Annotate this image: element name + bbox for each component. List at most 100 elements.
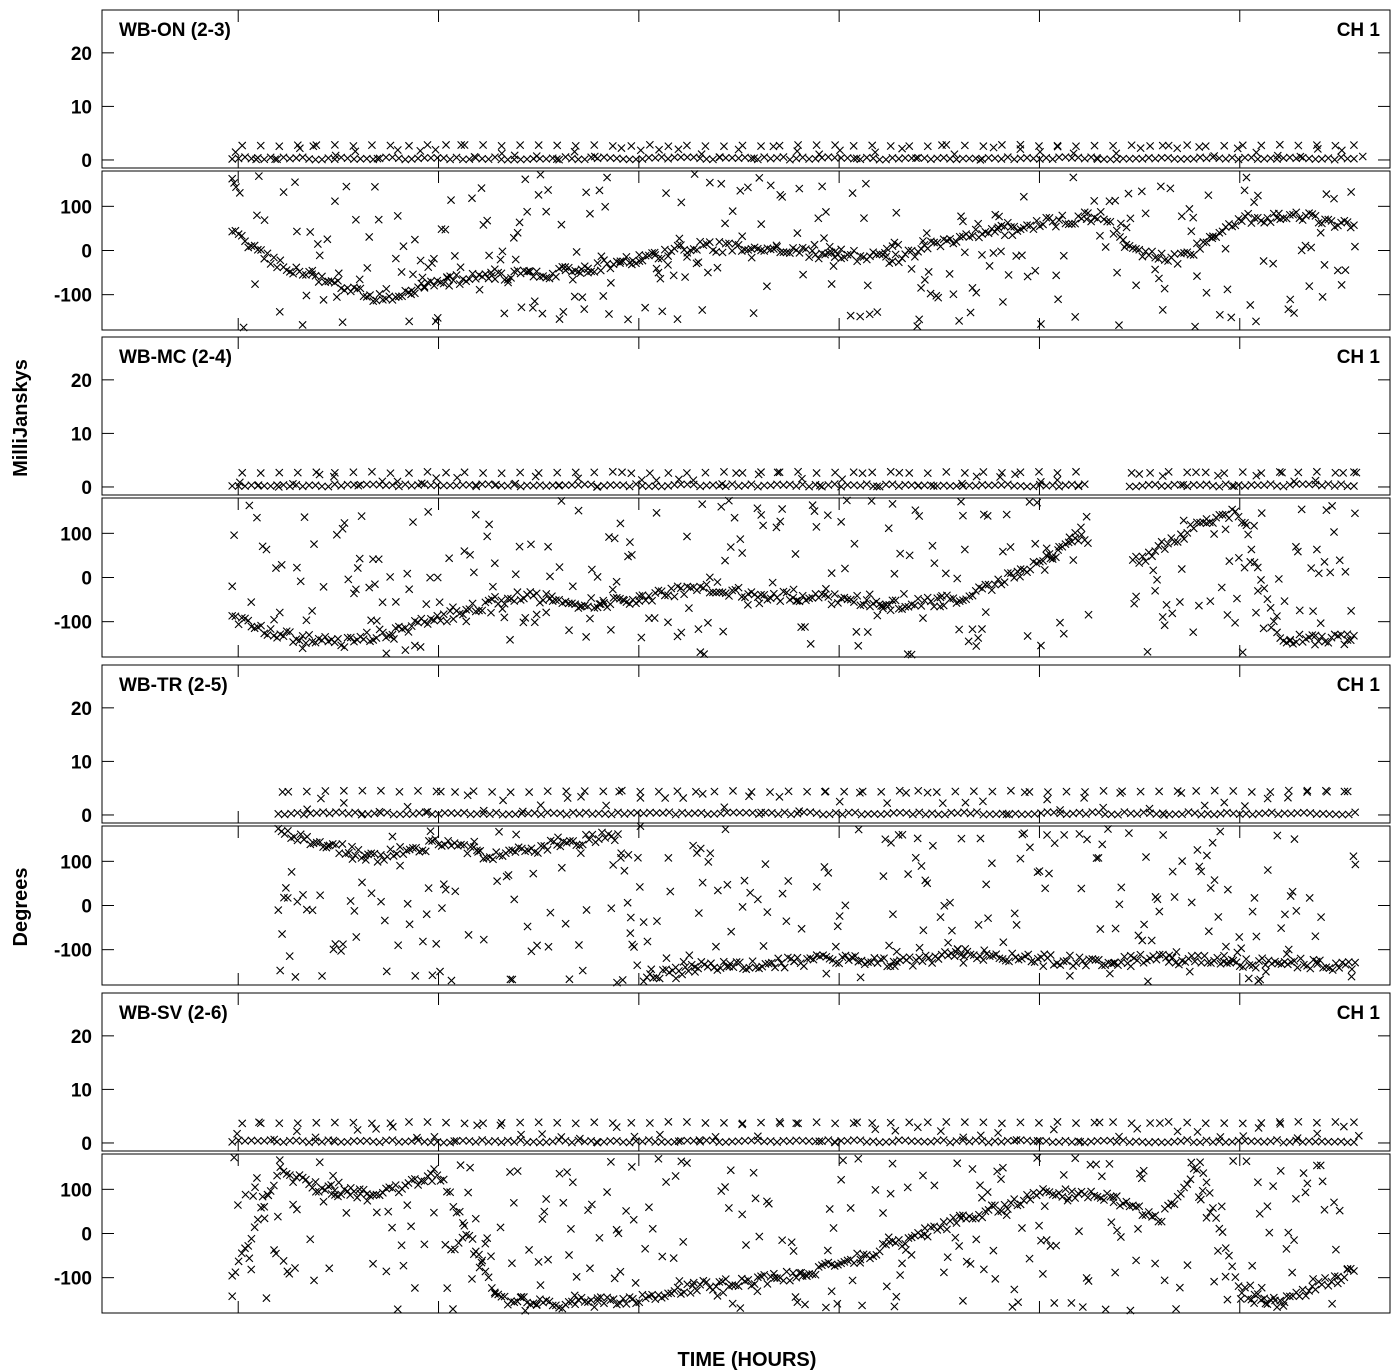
amp-point — [293, 1119, 302, 1128]
amp-point — [1183, 141, 1192, 150]
phase-point — [679, 1237, 688, 1246]
phase-point — [648, 1290, 657, 1299]
phase-point — [866, 252, 874, 261]
phase-point — [762, 282, 771, 291]
phase-point — [572, 841, 581, 850]
phase-point — [913, 834, 922, 843]
amp-point — [914, 153, 923, 162]
phase-point — [454, 1238, 463, 1247]
phase-point — [841, 901, 850, 910]
phase-point — [250, 1223, 259, 1232]
phase-point — [614, 1229, 623, 1238]
phase-point — [564, 599, 573, 608]
phase-point — [363, 263, 372, 272]
amp-point — [997, 1119, 1006, 1128]
amp-point — [1048, 1138, 1057, 1147]
amp-point — [1275, 1118, 1284, 1126]
phase-point — [1067, 1187, 1076, 1196]
amp-point — [1176, 1137, 1185, 1146]
phase-tick-label: 0 — [81, 569, 92, 590]
phase-point — [616, 1267, 625, 1276]
amp-point — [979, 1118, 988, 1127]
phase-point — [496, 255, 505, 264]
phase-point — [283, 893, 292, 902]
phase-point — [497, 269, 506, 278]
phase-point — [399, 242, 408, 251]
amp-point — [497, 1138, 506, 1147]
amp-point — [569, 808, 578, 817]
amp-point — [1178, 810, 1187, 819]
phase-point — [1251, 963, 1260, 972]
phase-point — [426, 573, 435, 582]
amp-point — [757, 142, 766, 151]
phase-point — [350, 589, 358, 598]
phase-point — [1253, 1178, 1262, 1187]
phase-point — [331, 940, 340, 949]
phase-point — [1050, 1298, 1059, 1307]
phase-point — [772, 241, 781, 250]
phase-point — [825, 242, 834, 251]
amp-point — [407, 155, 416, 164]
phase-point — [1221, 942, 1230, 951]
phase-point — [867, 958, 876, 967]
phase-point — [313, 240, 322, 249]
phase-point — [1148, 247, 1157, 256]
phase-point — [898, 254, 907, 263]
phase-point — [776, 597, 785, 606]
phase-point — [995, 212, 1004, 221]
phase-point — [393, 211, 402, 220]
amp-point — [871, 1125, 880, 1134]
amp-point — [465, 480, 474, 489]
phase-point — [910, 252, 919, 261]
amp-point — [769, 142, 778, 151]
amplitude-frame — [101, 336, 1391, 496]
amp-point — [838, 475, 847, 484]
amp-point — [1317, 154, 1326, 163]
amp-point — [698, 789, 707, 798]
phase-point — [324, 277, 333, 286]
phase-point — [441, 1240, 450, 1249]
phase-point — [487, 1252, 495, 1261]
amp-point — [567, 1138, 576, 1147]
phase-point — [947, 926, 956, 935]
phase-point — [388, 1223, 397, 1232]
phase-point — [923, 1232, 932, 1241]
phase-point — [1213, 1246, 1222, 1255]
amp-tick-label: 0 — [81, 478, 92, 499]
phase-point — [1330, 1198, 1338, 1207]
phase-point — [475, 1263, 484, 1272]
phase-point — [1242, 173, 1251, 182]
phase-point — [728, 207, 737, 216]
amp-point — [260, 1136, 269, 1145]
phase-point — [271, 1249, 280, 1258]
amp-point — [1257, 1119, 1266, 1128]
amp-point — [946, 482, 955, 491]
amp-point — [353, 1125, 362, 1134]
amp-point — [1184, 808, 1193, 817]
amp-point — [721, 482, 730, 491]
amp-point — [567, 481, 576, 490]
phase-point — [315, 837, 324, 846]
phase-point — [296, 577, 305, 586]
phase-point — [456, 840, 465, 849]
phase-point — [266, 625, 275, 634]
amp-point — [1331, 141, 1340, 150]
phase-point — [1122, 1197, 1131, 1206]
phase-point — [407, 290, 416, 299]
amp-point — [817, 1137, 826, 1146]
phase-point — [462, 617, 471, 626]
amp-point — [542, 1138, 551, 1147]
phase-point — [1224, 514, 1233, 523]
phase-point — [275, 1156, 284, 1165]
amp-point — [553, 141, 562, 150]
phase-point — [1276, 1166, 1285, 1175]
phase-point — [503, 594, 512, 603]
amp-point — [1349, 1118, 1358, 1127]
phase-point — [1029, 225, 1038, 234]
phase-point — [977, 250, 986, 259]
y-axis-label-amplitude: MilliJanskys — [10, 359, 32, 477]
phase-point — [949, 594, 958, 603]
phase-point — [777, 959, 786, 968]
phase-point — [732, 958, 741, 967]
amp-point — [898, 144, 907, 153]
